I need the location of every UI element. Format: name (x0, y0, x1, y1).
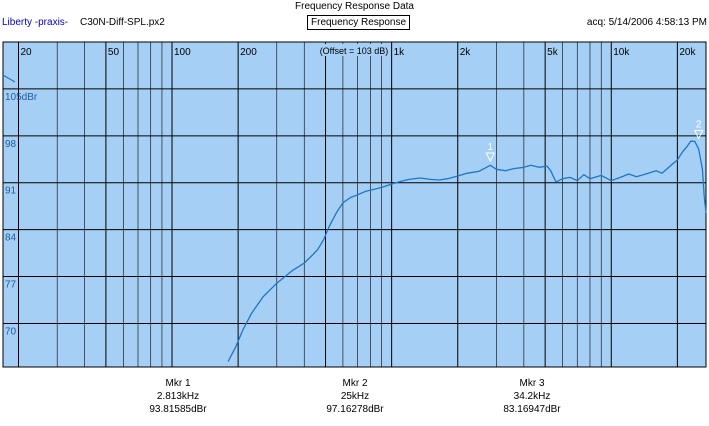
y-tick-label-70: 70 (5, 326, 17, 337)
x-tick-label-5k: 5k (547, 47, 559, 58)
x-tick-label-50: 50 (108, 47, 120, 58)
chart-type-label[interactable]: Frequency Response (307, 15, 411, 30)
chart-title: Frequency Response Data (295, 1, 414, 12)
y-tick-label-77: 77 (5, 280, 17, 291)
marker-1-triangle (485, 152, 496, 163)
x-tick-label-20: 20 (21, 47, 33, 58)
file-name: C30N-Diff-SPL.px2 (80, 17, 165, 28)
marker-1-label: 1 (488, 142, 494, 153)
x-tick-label-1k: 1k (394, 47, 406, 58)
y-tick-label-84: 84 (5, 233, 17, 244)
marker-1-readout: Mkr 1 2.813kHz 93.81585dBr (118, 377, 238, 416)
x-tick-label-2k: 2k (460, 47, 472, 58)
marker-1-title: Mkr 1 (165, 378, 191, 389)
marker-3-title: Mkr 3 (519, 378, 545, 389)
marker-2-readout: Mkr 2 25kHz 97.16278dBr (295, 377, 415, 416)
marker-3-level: 83.16947dBr (503, 404, 561, 415)
marker-1-level: 93.81585dBr (149, 404, 207, 415)
response-trace-0 (227, 140, 707, 362)
marker-2-frequency: 25kHz (340, 391, 370, 402)
x-tick-label-100: 100 (174, 47, 191, 58)
y-tick-label-105: 105dBr (5, 92, 38, 103)
offset-label: (Offset = 103 dB) (320, 46, 389, 56)
acquisition-timestamp: acq: 5/14/2006 4:58:13 PM (586, 17, 707, 28)
x-tick-label-200: 200 (240, 47, 257, 58)
marker-2-triangle (693, 129, 704, 140)
x-tick-label-20k: 20k (679, 47, 696, 58)
trace-lowfreq-stub (2, 74, 16, 83)
marker-1-frequency: 2.813kHz (156, 391, 200, 402)
marker-2-level: 97.16278dBr (326, 404, 384, 415)
plot-area (2, 41, 707, 368)
y-tick-label-91: 91 (5, 186, 17, 197)
marker-2-title: Mkr 2 (342, 378, 368, 389)
y-tick-label-98: 98 (5, 139, 17, 150)
marker-3-readout: Mkr 3 34.2kHz 83.16947dBr (472, 377, 592, 416)
marker-3-frequency: 34.2kHz (513, 391, 551, 402)
x-tick-label-10k: 10k (613, 47, 630, 58)
offset-label-bg (318, 44, 390, 56)
app-name: Liberty -praxis- (2, 17, 69, 28)
marker-2-label: 2 (696, 119, 702, 130)
